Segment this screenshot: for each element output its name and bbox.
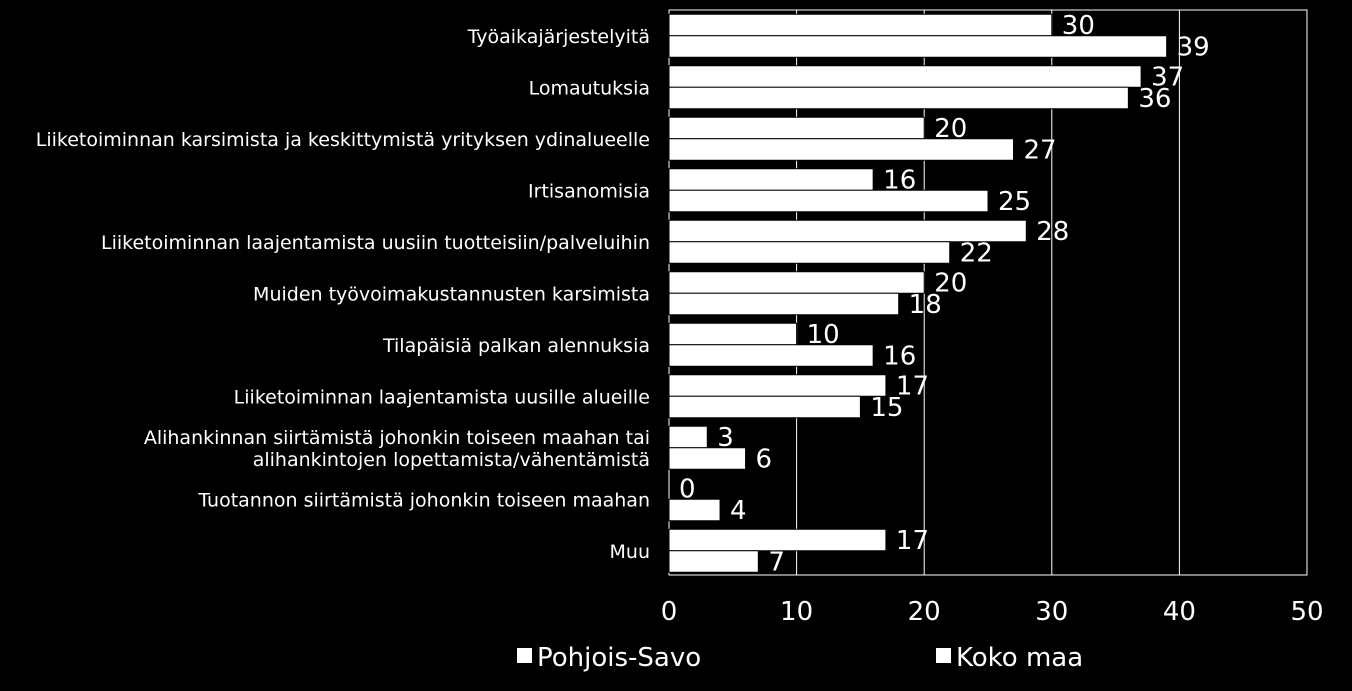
legend-marker bbox=[517, 648, 532, 663]
bar-pohjois-savo bbox=[668, 322, 798, 346]
x-tick-label: 10 bbox=[780, 597, 813, 627]
bar-koko-maa bbox=[668, 550, 759, 573]
x-tick-label: 20 bbox=[908, 597, 941, 627]
category-label: Muu bbox=[610, 541, 650, 563]
bar-koko-maa bbox=[668, 86, 1129, 110]
bar-koko-maa bbox=[668, 138, 1015, 161]
data-label: 25 bbox=[998, 187, 1031, 217]
bar-pohjois-savo bbox=[668, 528, 887, 552]
data-label: 30 bbox=[1062, 11, 1095, 41]
data-label: 20 bbox=[934, 269, 967, 299]
data-label: 0 bbox=[679, 475, 696, 505]
data-label: 3 bbox=[717, 423, 734, 453]
x-tick-label: 30 bbox=[1035, 597, 1068, 627]
bar-koko-maa bbox=[668, 292, 900, 316]
category-label: Muiden työvoimakustannusten karsimista bbox=[253, 283, 650, 305]
data-label: 39 bbox=[1177, 33, 1210, 63]
data-label: 37 bbox=[1151, 63, 1184, 93]
category-label: Tilapäisiä palkan alennuksia bbox=[382, 335, 650, 357]
x-tick-label: 50 bbox=[1290, 597, 1323, 627]
data-label: 15 bbox=[870, 393, 903, 423]
bar-koko-maa bbox=[668, 35, 1168, 58]
legend-item-koko-maa: Koko maa bbox=[936, 643, 1083, 673]
data-label: 28 bbox=[1036, 217, 1069, 247]
data-label: 17 bbox=[896, 526, 929, 556]
category-label: Liiketoiminnan karsimista ja keskittymis… bbox=[36, 129, 650, 151]
bar-pohjois-savo bbox=[668, 65, 1142, 88]
bar-koko-maa bbox=[668, 498, 721, 522]
x-tick-label: 0 bbox=[661, 597, 678, 627]
data-label: 10 bbox=[807, 320, 840, 350]
x-tick-labels: 0 10 20 30 40 50 bbox=[661, 597, 1324, 627]
category-label: Lomautuksia bbox=[529, 77, 650, 99]
data-label: 22 bbox=[960, 239, 993, 269]
bar-koko-maa bbox=[668, 447, 747, 470]
data-label: 27 bbox=[1024, 136, 1057, 166]
x-tick-label: 40 bbox=[1163, 597, 1196, 627]
bar-koko-maa bbox=[668, 189, 989, 213]
bar-pohjois-savo bbox=[668, 168, 874, 191]
legend-marker bbox=[936, 648, 951, 663]
legend-label: Pohjois-Savo bbox=[537, 643, 701, 673]
category-label: Tuotannon siirtämistä johonkin toiseen m… bbox=[197, 489, 650, 511]
category-label: Työaikajärjestelyitä bbox=[467, 26, 650, 48]
bar-koko-maa bbox=[668, 395, 861, 419]
category-label: Liiketoiminnan laajentamista uusille alu… bbox=[234, 386, 650, 408]
data-label: 18 bbox=[909, 290, 942, 320]
data-label: 20 bbox=[934, 114, 967, 144]
legend-item-pohjois-savo: Pohjois-Savo bbox=[517, 643, 701, 673]
bar-koko-maa bbox=[668, 241, 951, 264]
data-label: 7 bbox=[768, 548, 785, 578]
data-label: 16 bbox=[883, 166, 916, 196]
category-label: Irtisanomisia bbox=[528, 180, 650, 202]
legend: Pohjois-Savo Koko maa bbox=[517, 643, 1083, 673]
category-label: Alihankinnan siirtämistä johonkin toisee… bbox=[144, 427, 650, 471]
bar-pohjois-savo bbox=[668, 271, 925, 294]
data-label: 16 bbox=[883, 342, 916, 372]
legend-label: Koko maa bbox=[956, 643, 1083, 673]
bar-koko-maa bbox=[668, 344, 874, 367]
data-label: 4 bbox=[730, 496, 747, 526]
bars bbox=[668, 13, 1168, 573]
category-labels: Työaikajärjestelyitä Lomautuksia Liiketoim… bbox=[36, 26, 650, 563]
bar-pohjois-savo bbox=[668, 13, 1053, 37]
data-label: 17 bbox=[896, 372, 929, 402]
data-label: 6 bbox=[756, 445, 773, 475]
data-label: 36 bbox=[1138, 84, 1171, 114]
category-label: Liiketoiminnan laajentamista uusiin tuot… bbox=[101, 232, 650, 254]
bar-pohjois-savo bbox=[668, 116, 925, 140]
bar-pohjois-savo bbox=[668, 425, 708, 449]
bar-pohjois-savo bbox=[668, 374, 887, 397]
